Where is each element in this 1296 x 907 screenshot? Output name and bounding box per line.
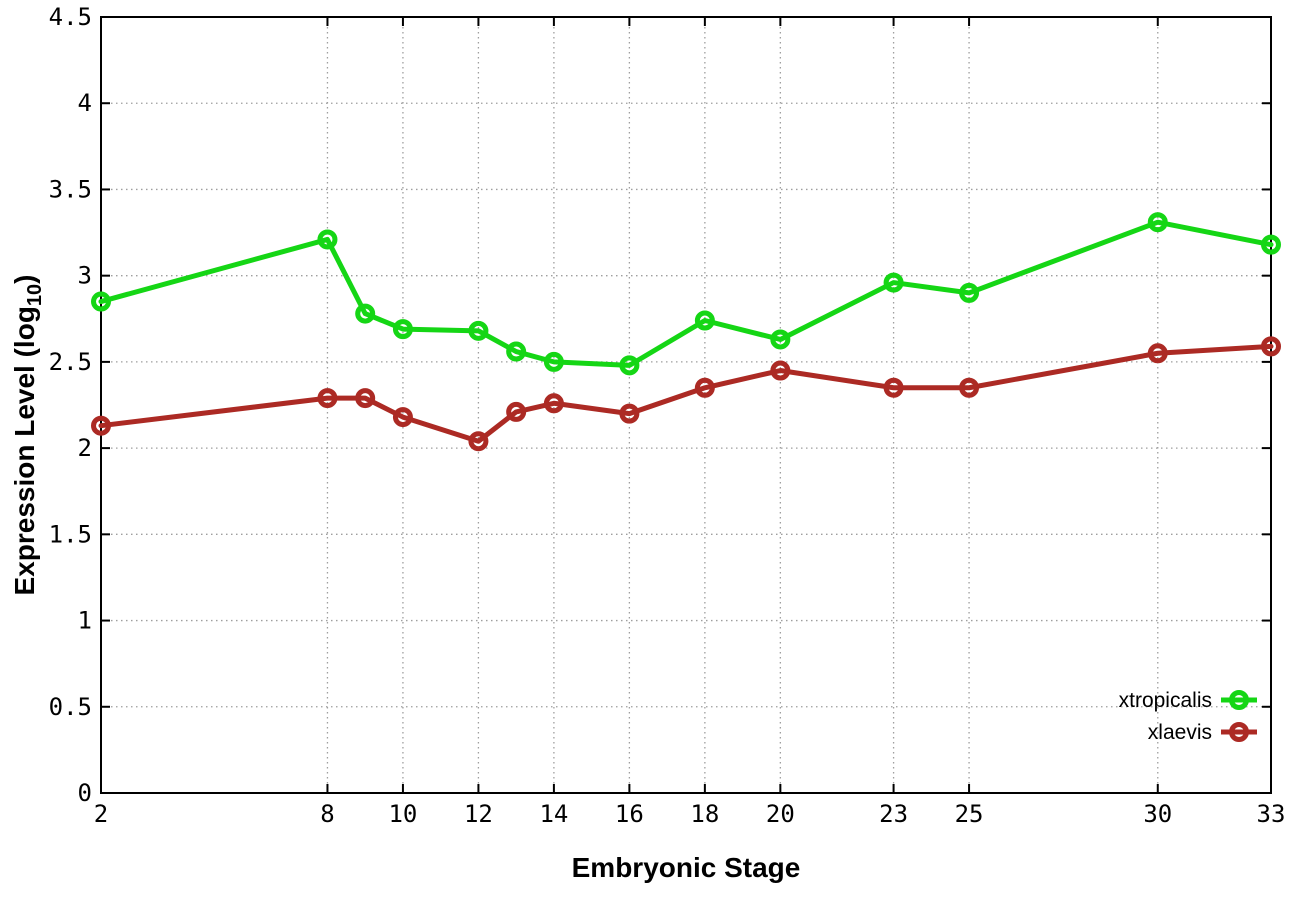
x-tick-label: 14 [539, 800, 568, 828]
data-point-marker [317, 229, 338, 250]
y-tick-label: 1 [78, 607, 92, 635]
x-axis-title: Embryonic Stage [572, 852, 801, 883]
data-point-marker [619, 355, 640, 376]
legend-entry-xlaevis: xlaevis [1148, 721, 1257, 744]
data-point-marker [959, 282, 980, 303]
data-point-marker [1261, 234, 1281, 255]
x-tick-label: 23 [879, 800, 908, 828]
x-tick-label: 20 [766, 800, 795, 828]
y-tick-label: 4 [78, 89, 92, 117]
data-point-marker [91, 291, 111, 312]
data-point-marker [392, 407, 413, 428]
data-point-marker [543, 393, 564, 414]
data-point-marker [355, 303, 376, 324]
y-tick-label: 2.5 [49, 348, 92, 376]
data-point-marker [1147, 212, 1168, 233]
legend-label-xlaevis: xlaevis [1148, 721, 1212, 744]
data-point-marker [883, 377, 904, 398]
y-axis-title-part: ) [9, 275, 40, 284]
y-tick-label: 1.5 [49, 520, 92, 548]
data-point-marker [506, 401, 527, 422]
data-point-marker [619, 403, 640, 424]
series-xtropicalis [91, 212, 1281, 376]
legend-label-xtropicalis: xtropicalis [1119, 689, 1212, 712]
data-point-marker [1261, 336, 1281, 357]
data-point-marker [694, 377, 715, 398]
legend-sample-marker [1229, 722, 1249, 742]
x-tick-label: 8 [320, 800, 334, 828]
data-point-marker [543, 351, 564, 372]
x-tick-label: 25 [955, 800, 984, 828]
x-tick-label: 10 [388, 800, 417, 828]
y-tick-label: 0.5 [49, 693, 92, 721]
data-point-marker [694, 310, 715, 331]
y-tick-label: 2 [78, 434, 92, 462]
data-point-marker [317, 388, 338, 409]
x-tick-label: 12 [464, 800, 493, 828]
y-axis-title-part: Expression Level (log [9, 306, 40, 595]
series-xlaevis [91, 336, 1281, 452]
x-tick-label: 18 [690, 800, 719, 828]
x-tick-label: 33 [1257, 800, 1286, 828]
y-tick-label: 4.5 [49, 3, 92, 31]
data-point-marker [468, 320, 489, 341]
x-tick-label: 2 [94, 800, 108, 828]
data-point-marker [355, 388, 376, 409]
plot-border [100, 16, 1272, 794]
data-point-marker [959, 377, 980, 398]
legend: xtropicalis xlaevis [1119, 689, 1257, 744]
tick-marks-group [100, 16, 1272, 794]
x-tick-label: 16 [615, 800, 644, 828]
data-point-marker [883, 272, 904, 293]
legend-sample-marker [1229, 690, 1249, 710]
x-tick-label: 30 [1143, 800, 1172, 828]
data-point-marker [392, 319, 413, 340]
data-point-marker [770, 360, 791, 381]
data-point-marker [91, 415, 111, 436]
y-tick-label: 3.5 [49, 175, 92, 203]
y-axis-title-part: 10 [24, 284, 46, 306]
y-tick-label: 3 [78, 262, 92, 290]
grid-group [101, 17, 1271, 793]
y-tick-label: 0 [78, 779, 92, 807]
data-point-marker [506, 341, 527, 362]
legend-entry-xtropicalis: xtropicalis [1119, 689, 1257, 712]
data-point-marker [468, 431, 489, 452]
data-point-marker [770, 329, 791, 350]
y-axis-title: Expression Level (log10) [9, 275, 46, 596]
data-point-marker [1147, 343, 1168, 364]
